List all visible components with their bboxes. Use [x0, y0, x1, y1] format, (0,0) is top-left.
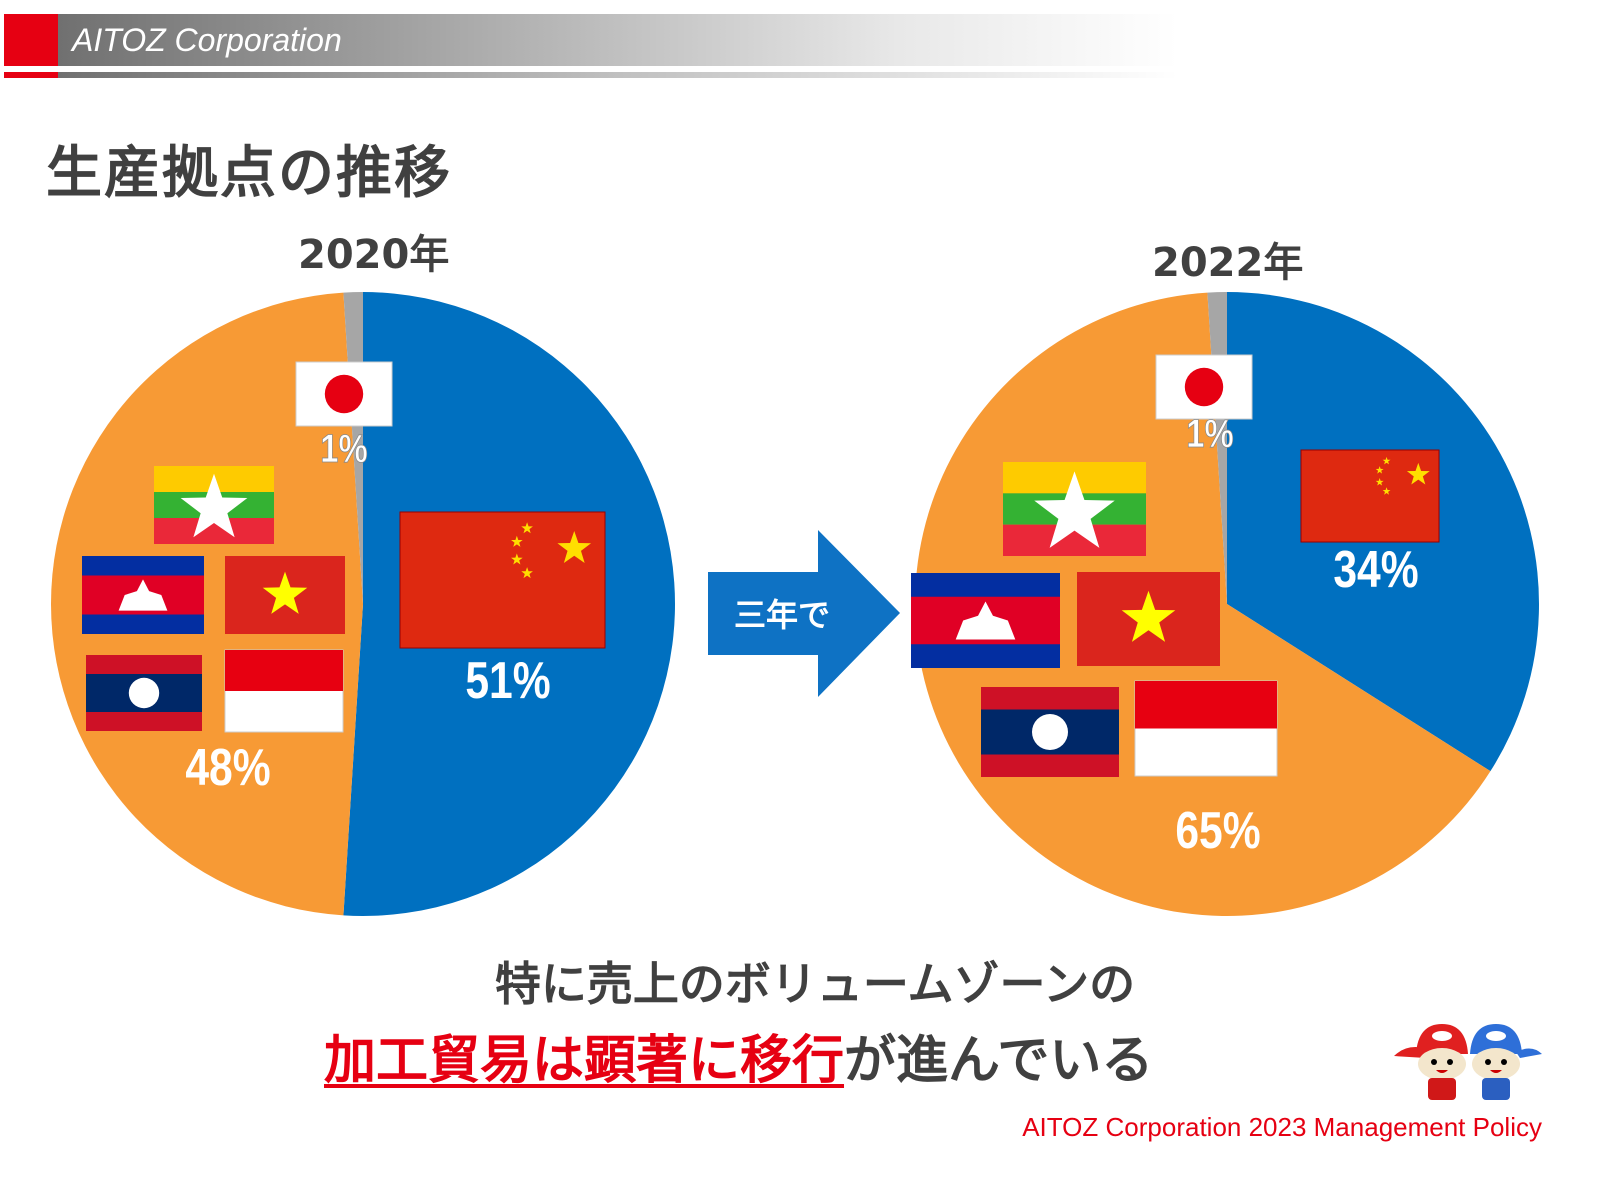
message-line-2: 加工貿易は顕著に移行が進んでいる: [324, 1018, 1153, 1093]
flag-myanmar-icon: [1003, 462, 1146, 556]
chart-title-2020: 2020年: [298, 232, 450, 278]
flag-cambodia-icon: [911, 573, 1060, 668]
pie-label: 48%: [185, 739, 270, 797]
flag-myanmar-icon: [154, 466, 274, 544]
arrow-label: 三年で: [734, 596, 830, 634]
brand-logo: AITOZ Corporation: [72, 22, 342, 58]
flag-indonesia-icon: [224, 649, 344, 733]
flag-china-icon: [399, 511, 606, 649]
flag-china-icon: [1300, 449, 1440, 543]
chart-title-2022: 2022年: [1152, 240, 1304, 286]
flag-laos-icon: [981, 687, 1119, 777]
message-rest: が進んでいる: [844, 1031, 1154, 1091]
flag-vietnam-icon: [225, 556, 345, 634]
flag-laos-icon: [86, 655, 202, 731]
pie-label: 51%: [465, 652, 550, 710]
footer-text: AITOZ Corporation 2023 Management Policy: [1022, 1112, 1542, 1142]
mascot-illustration: [1394, 1024, 1542, 1100]
flag-japan-icon: [295, 361, 393, 427]
flag-cambodia-icon: [82, 556, 204, 634]
flag-indonesia-icon: [1134, 680, 1278, 777]
mascot-toz: [1470, 1024, 1542, 1100]
header-red-block: [4, 14, 58, 66]
message-highlight: 加工貿易は顕著に移行: [324, 1031, 845, 1091]
pie-label: 1%: [320, 426, 367, 471]
message-line-1: 特に売上のボリュームゾーンの: [494, 957, 1136, 1011]
pie-slice-myanmar: [50, 292, 363, 916]
header-gray-line: [58, 72, 1178, 78]
pie-label: 65%: [1175, 802, 1260, 860]
pie-label: 34%: [1333, 541, 1418, 599]
header-red-line: [4, 72, 58, 78]
flag-japan-icon: [1155, 354, 1253, 420]
pie-label: 1%: [1186, 411, 1233, 456]
header-bar: [58, 14, 1178, 66]
page-title: 生産拠点の推移: [46, 141, 452, 206]
arrow-icon: [708, 530, 900, 697]
flag-vietnam-icon: [1077, 572, 1220, 666]
mascot-ai: [1394, 1024, 1468, 1100]
